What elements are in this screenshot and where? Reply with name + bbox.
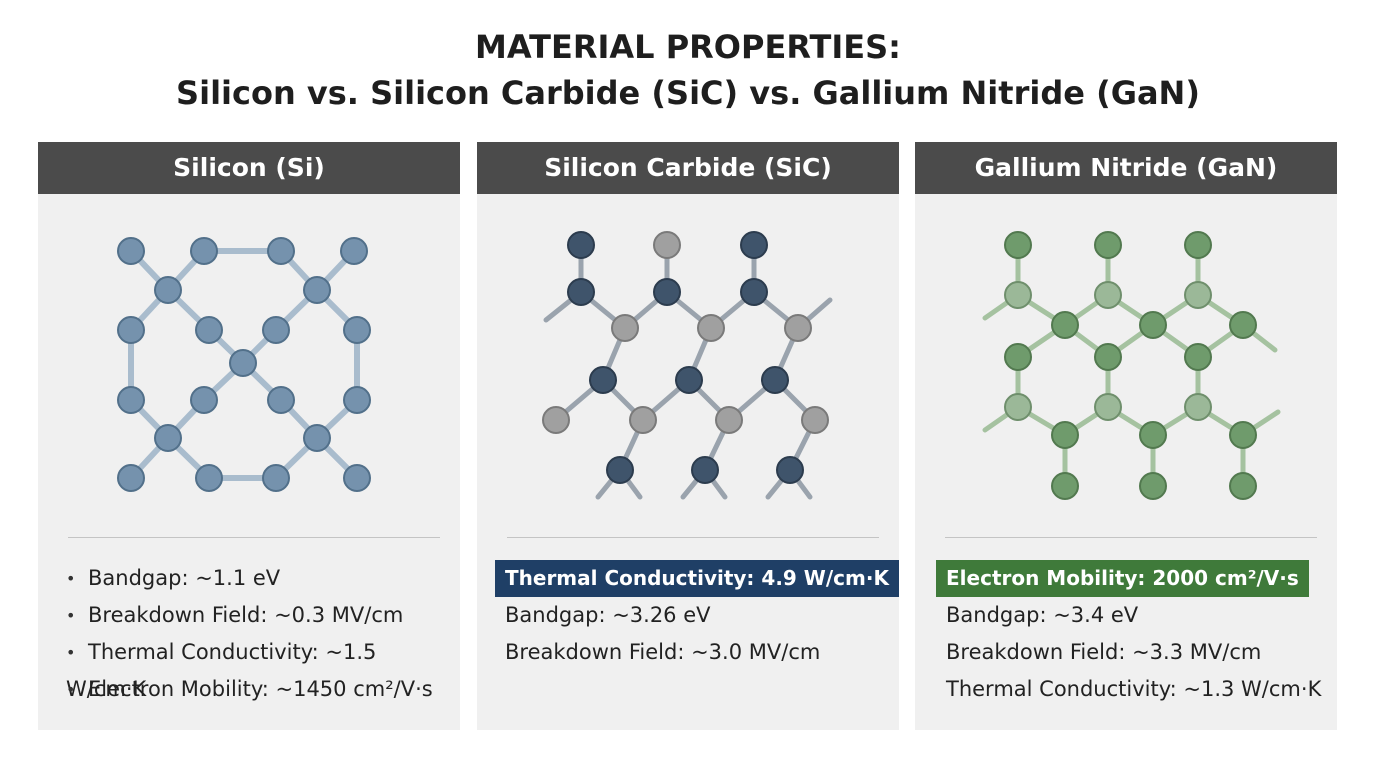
title-line1: MATERIAL PROPERTIES: (475, 28, 901, 66)
atoms-dark (1004, 231, 1257, 500)
sic-lattice (542, 231, 833, 500)
property: Breakdown Field: ~3.3 MV/cm (946, 640, 1262, 664)
atoms (117, 237, 371, 492)
atoms-light (542, 231, 829, 434)
property: Breakdown Field: ~3.0 MV/cm (505, 640, 821, 664)
highlight: Thermal Conductivity: 4.9 W/cm·K (495, 560, 899, 597)
property: Bandgap: ~3.26 eV (505, 603, 711, 627)
panel-gan: Gallium Nitride (GaN) Electron Mobility:… (915, 142, 1337, 730)
atoms-dark (567, 231, 804, 484)
bonds (128, 248, 360, 481)
panel-sic: Silicon Carbide (SiC) Thermal Conductivi… (477, 142, 899, 730)
atoms-light (1004, 281, 1212, 421)
separator (68, 537, 440, 538)
highlight-row: Electron Mobility: 2000 cm²/V·s (936, 560, 1321, 597)
title-line2: Silicon vs. Silicon Carbide (SiC) vs. Ga… (176, 74, 1200, 112)
panel-header: Gallium Nitride (GaN) (915, 142, 1337, 194)
si-lattice (117, 237, 371, 492)
bonds (543, 242, 833, 500)
gan-lattice (982, 231, 1281, 500)
separator (945, 537, 1317, 538)
highlight: Electron Mobility: 2000 cm²/V·s (936, 560, 1309, 597)
property: Electron Mobility: ~1450 cm²/V·s (66, 671, 460, 708)
property-list: Thermal Conductivity: 4.9 W/cm·K Bandgap… (495, 560, 899, 671)
panel-header: Silicon (Si) (38, 142, 460, 194)
property: Thermal Conductivity: ~1.3 W/cm·K (946, 677, 1322, 701)
highlight-row: Thermal Conductivity: 4.9 W/cm·K (495, 560, 899, 597)
property: Bandgap: ~3.4 eV (946, 603, 1139, 627)
property: Breakdown Field: ~0.3 MV/cm (66, 597, 460, 634)
property-list: Electron Mobility: 2000 cm²/V·s Bandgap:… (936, 560, 1322, 708)
bonds (982, 242, 1281, 489)
property: Bandgap: ~1.1 eV (66, 560, 460, 597)
property-list: Bandgap: ~1.1 eV Breakdown Field: ~0.3 M… (66, 560, 460, 708)
panel-header: Silicon Carbide (SiC) (477, 142, 899, 194)
panel-si: Silicon (Si) Bandgap: ~1.1 eV Breakdown … (38, 142, 460, 730)
separator (507, 537, 879, 538)
